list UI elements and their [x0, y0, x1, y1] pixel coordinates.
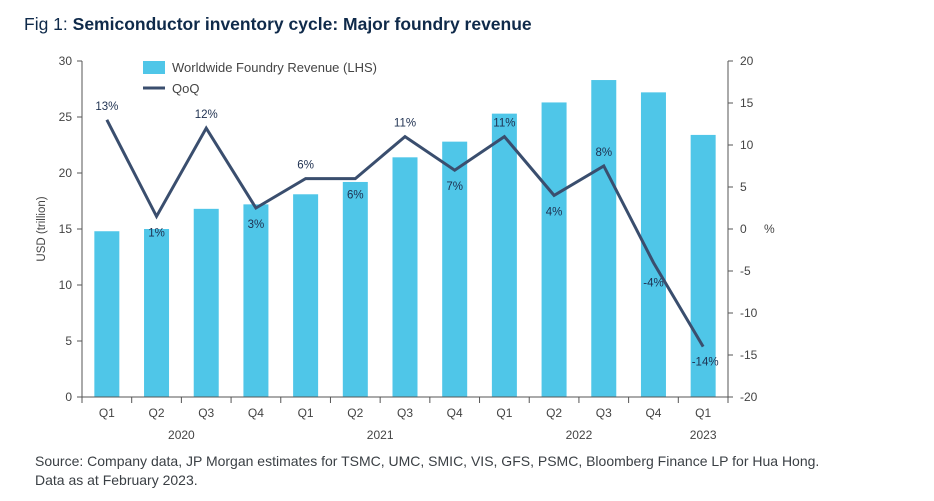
left-axis-label: USD (trillion): [36, 196, 48, 261]
bar: [144, 229, 170, 397]
x-tick-label: Q2: [149, 406, 165, 420]
right-axis-tick-label: 15: [740, 96, 754, 110]
x-tick-label: Q1: [99, 406, 115, 420]
year-label: 2022: [566, 428, 593, 442]
bar: [193, 208, 219, 397]
figure-title: Semiconductor inventory cycle: Major fou…: [72, 14, 532, 34]
x-tick-label: Q2: [546, 406, 562, 420]
qoq-data-label: 3%: [248, 219, 265, 231]
chart-title: Fig 1: Semiconductor inventory cycle: Ma…: [24, 14, 532, 35]
source-line-1: Source: Company data, JP Morgan estimate…: [35, 453, 820, 469]
qoq-data-label: 12%: [195, 109, 218, 121]
left-axis-tick-label: 10: [59, 278, 73, 292]
source-line-2: Data as at February 2023.: [35, 472, 198, 488]
figure-number: Fig 1:: [24, 14, 68, 34]
right-axis-tick-label: 0: [740, 222, 747, 236]
x-tick-label: Q3: [198, 406, 214, 420]
qoq-data-label: -14%: [692, 357, 719, 369]
legend-bar-swatch: [143, 61, 165, 74]
right-axis-tick-label: -5: [740, 264, 751, 278]
year-label: 2020: [168, 428, 195, 442]
bar: [690, 134, 716, 398]
right-axis-tick-label: -10: [740, 306, 758, 320]
right-axis-tick-label: 20: [740, 54, 754, 68]
bar: [491, 113, 517, 397]
x-tick-label: Q3: [596, 406, 612, 420]
x-tick-label: Q3: [397, 406, 413, 420]
bar: [243, 204, 269, 397]
x-tick-label: Q1: [496, 406, 512, 420]
right-axis-label: %: [764, 222, 775, 236]
bar: [94, 231, 120, 397]
x-tick-label: Q1: [695, 406, 711, 420]
qoq-data-label: 13%: [95, 101, 118, 113]
qoq-data-label: 7%: [446, 181, 463, 193]
qoq-data-label: -4%: [643, 278, 663, 290]
qoq-data-label: 11%: [493, 118, 515, 130]
left-axis-tick-label: 5: [65, 334, 72, 348]
bar: [591, 80, 617, 397]
qoq-data-label: 6%: [347, 190, 364, 202]
legend-bar-label: Worldwide Foundry Revenue (LHS): [172, 60, 377, 75]
qoq-data-label: 11%: [394, 118, 416, 130]
bar: [342, 181, 368, 397]
x-tick-label: Q1: [298, 406, 314, 420]
qoq-data-label: 4%: [546, 206, 563, 218]
right-axis-tick-label: -15: [740, 348, 758, 362]
year-label: 2023: [690, 428, 717, 442]
bar: [541, 102, 567, 397]
left-axis-tick-label: 25: [59, 110, 73, 124]
x-tick-label: Q4: [645, 406, 661, 420]
legend-line-label: QoQ: [172, 81, 199, 96]
left-axis-tick-label: 0: [65, 390, 72, 404]
x-tick-label: Q2: [347, 406, 363, 420]
qoq-data-label: 8%: [595, 147, 612, 159]
right-axis-tick-label: -20: [740, 390, 758, 404]
left-axis-tick-label: 20: [59, 166, 73, 180]
bar: [392, 157, 418, 397]
bar: [442, 141, 468, 397]
source-note: Source: Company data, JP Morgan estimate…: [35, 452, 819, 490]
left-axis-tick-label: 15: [59, 222, 73, 236]
right-axis-tick-label: 10: [740, 138, 754, 152]
foundry-revenue-chart: 0 5 10 15 20 25 30 USD (trillion) -20 -15 -10 -5 0 5 1…: [36, 54, 775, 442]
right-axis-tick-label: 5: [740, 180, 747, 194]
qoq-data-label: 6%: [297, 160, 314, 172]
qoq-data-label: 1%: [148, 227, 165, 239]
qoq-line: [105, 119, 705, 348]
left-axis-tick-label: 30: [59, 54, 73, 68]
bar: [293, 194, 319, 397]
x-tick-label: Q4: [248, 406, 264, 420]
x-tick-label: Q4: [447, 406, 463, 420]
year-label: 2021: [367, 428, 394, 442]
